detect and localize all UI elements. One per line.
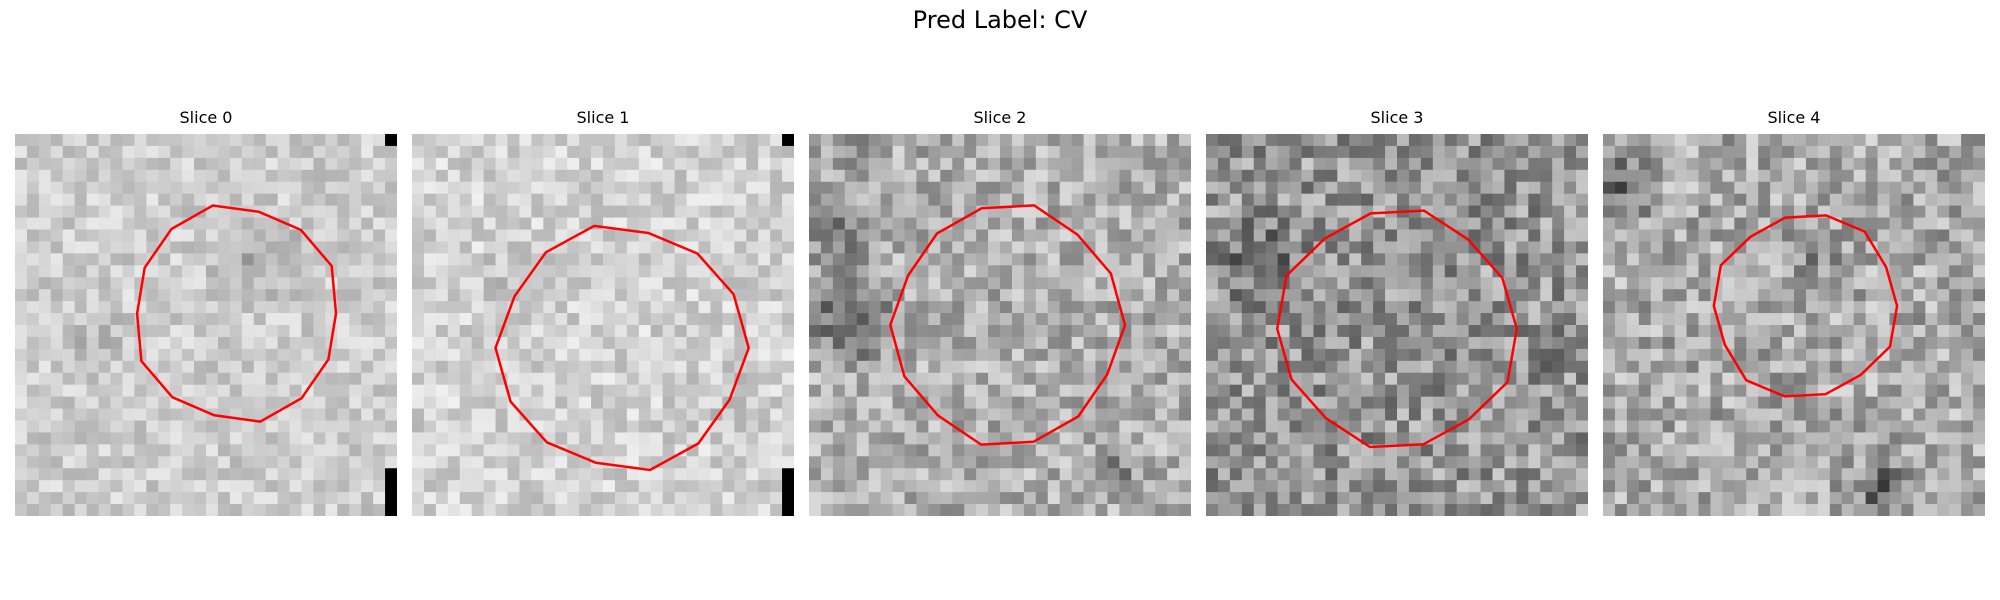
- roi-contour: [1712, 214, 1899, 398]
- slice-title-4: Slice 4: [1767, 108, 1821, 127]
- slice-panel-3: Slice 3: [1206, 108, 1588, 516]
- roi-contour: [494, 224, 751, 472]
- slice-panel-1: Slice 1: [412, 108, 794, 516]
- slice-image-3: [1206, 134, 1588, 516]
- pixel-grid: [15, 134, 397, 516]
- slice-title-3: Slice 3: [1370, 108, 1424, 127]
- slice-title-2: Slice 2: [973, 108, 1027, 127]
- slice-title-0: Slice 0: [179, 108, 233, 127]
- slice-panel-0: Slice 0: [15, 108, 397, 516]
- slice-panel-2: Slice 2: [809, 108, 1191, 516]
- slice-panel-4: Slice 4: [1603, 108, 1985, 516]
- pixel-grid: [809, 134, 1191, 516]
- pixel-grid: [412, 134, 794, 516]
- roi-contour: [135, 204, 338, 423]
- slice-image-1: [412, 134, 794, 516]
- roi-contour: [1275, 209, 1519, 449]
- slice-image-0: [15, 134, 397, 516]
- slice-title-1: Slice 1: [576, 108, 630, 127]
- pixel-grid: [1206, 134, 1588, 516]
- pixel-grid: [1603, 134, 1985, 516]
- figure-title: Pred Label: CV: [912, 6, 1088, 34]
- roi-contour: [888, 204, 1127, 446]
- slice-image-2: [809, 134, 1191, 516]
- slice-image-4: [1603, 134, 1985, 516]
